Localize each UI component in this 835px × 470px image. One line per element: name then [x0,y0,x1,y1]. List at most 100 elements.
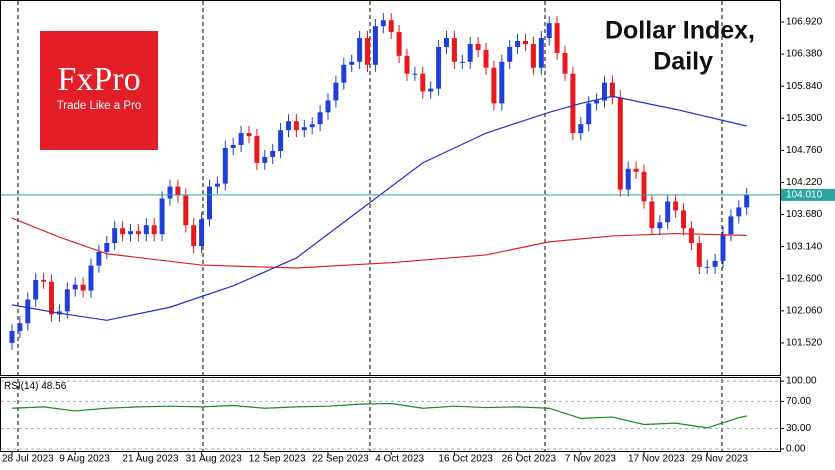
y-tick-label: 102.600 [786,273,823,284]
candle-body [586,103,592,125]
candle-body [278,130,284,151]
candle-body [625,168,631,190]
y-tick-label: 100.00 [786,376,817,387]
candle-body [673,201,679,211]
candle-body [712,260,718,267]
candle-body [657,222,663,229]
chart-title: Dollar Index, [605,17,755,45]
candle-body [349,61,355,65]
candle-body [341,64,347,83]
candle-body [175,186,181,196]
y-tick-label: 0.00 [786,444,806,455]
candle-body [191,225,197,247]
candle-body [562,52,568,74]
candle-body [570,73,576,134]
candle-body [120,228,126,235]
candle-body [499,61,505,104]
y-tick-label: 105.840 [786,81,823,92]
x-tick-label: 17 Nov 2023 [628,454,685,465]
candle-body [467,43,473,62]
candle-body [665,201,671,223]
candle-body [554,23,560,53]
candle-body [412,73,418,75]
candle-body [523,41,528,44]
candle-body [507,46,513,62]
candle-body [372,26,378,65]
y-tick-label: 104.220 [786,177,823,188]
x-tick-label: 29 Nov 2023 [691,454,748,465]
y-tick-label: 106.380 [786,49,823,60]
candle-body [325,100,331,113]
candle-body [88,265,94,291]
logo-brand: FxPro [57,61,140,98]
candle-body [404,55,410,74]
y-tick-label: 103.140 [786,241,823,252]
candle-body [183,195,189,226]
candle-body [222,147,228,184]
candle-body [293,121,299,131]
candle-body [49,281,54,315]
rsi-panel [0,377,781,452]
candle-body [428,88,434,92]
x-tick-label: 28 Jul 2023 [2,454,54,465]
candle-body [112,228,118,244]
candle-body [167,186,173,199]
line-series [11,95,747,321]
candle-body [602,82,607,101]
candle-body [214,183,220,187]
candle-body [199,219,205,247]
candle-body [365,38,370,65]
candle-body [491,67,497,104]
candle-body [688,228,694,244]
candle-body [681,210,686,229]
x-tick-label: 4 Oct 2023 [375,454,424,465]
plot [1,13,780,450]
candle-body [396,32,402,56]
rsi-last-value: 48.56 [41,381,66,392]
candle-body [420,73,426,92]
candle-body [594,100,600,104]
candle-body [72,284,78,290]
y-tick-label: 30.00 [786,423,811,434]
candle-body [64,289,70,312]
candle-body [649,201,655,229]
candle-body [483,49,489,68]
candle-body [515,41,521,47]
candle-body [459,61,465,63]
candle-body [530,43,536,68]
candle-body [80,284,86,291]
candle-body [475,43,481,50]
y-tick-label: 104.760 [786,145,823,156]
chart-subtitle: Daily [653,48,713,76]
line-series [11,402,747,429]
y-tick-label: 103.680 [786,209,823,220]
candle-body [309,124,315,128]
candle-body [159,198,165,235]
candle-body [451,38,457,62]
candle-body [696,243,702,267]
candle-body [704,266,710,268]
candle-body [538,38,544,68]
x-tick-label: 16 Oct 2023 [438,454,493,465]
candle-body [380,20,386,27]
candle-body [436,46,442,89]
y-tick-label: 70.00 [786,396,811,407]
candle-body [617,97,623,190]
candle-body [357,38,363,62]
candle-body [720,234,726,261]
x-tick-label: 26 Oct 2023 [502,454,557,465]
current-price-label: 104.010 [786,190,823,201]
candle-body [135,231,141,235]
candle-body [609,82,615,98]
x-tick-label: 7 Nov 2023 [565,454,617,465]
candle-body [444,38,449,47]
candle-body [546,23,552,39]
logo-tagline: Trade Like a Pro [57,100,142,112]
candle-body [317,112,323,125]
logo [40,31,158,150]
candle-body [238,133,244,146]
candle-body [143,225,149,235]
candle-body [633,168,639,172]
candle-body [246,133,252,137]
